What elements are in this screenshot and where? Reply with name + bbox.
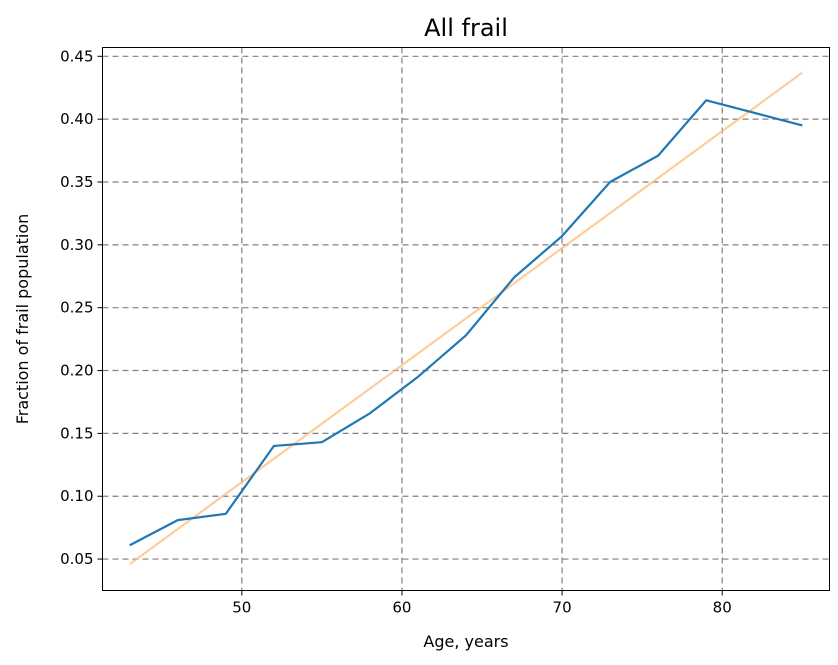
y-tick-label: 0.20 [60,362,93,380]
x-tick-label: 70 [553,599,572,617]
chart-title: All frail [424,14,508,42]
series-line-data [129,99,803,547]
x-tick-label: 50 [232,599,251,617]
y-tick-label: 0.35 [60,173,93,191]
x-tick-label: 80 [713,599,732,617]
y-tick-label: 0.40 [60,110,93,128]
series-lines [129,71,803,565]
y-tick-label: 0.05 [60,550,93,568]
axis-ticks: 50 60 70 80 0.05 0.10 0.15 0.20 0.25 0.30 0.35 0.40… [60,47,732,616]
y-tick-label: 0.15 [60,424,93,442]
y-tick-label: 0.45 [60,47,93,65]
x-axis-label: Age, years [423,632,508,651]
y-tick-label: 0.25 [60,299,93,317]
y-tick-label: 0.10 [60,487,93,505]
y-tick-label: 0.30 [60,236,93,254]
series-line-trend [129,71,803,565]
x-tick-label: 60 [392,599,411,617]
plot-frame [102,47,830,591]
y-axis-label: Fraction of frail population [13,214,32,425]
